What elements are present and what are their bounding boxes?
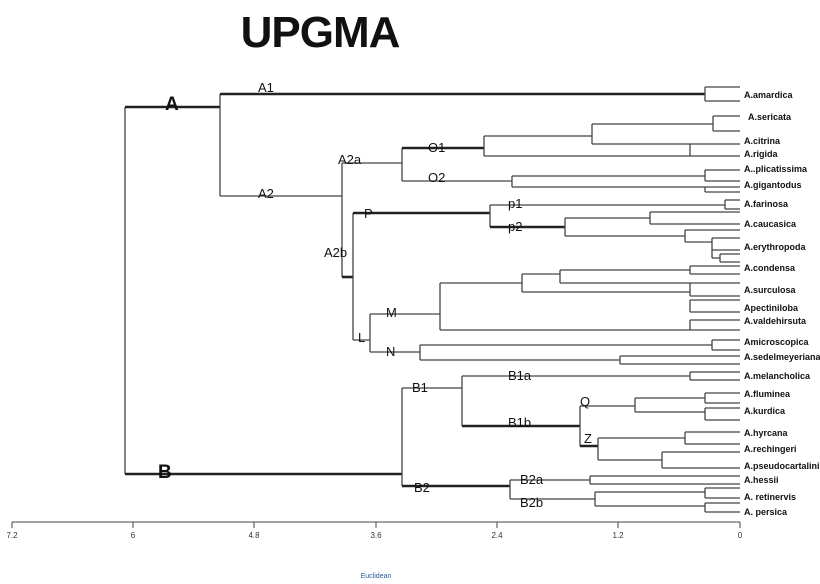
leaf-label: A.citrina <box>744 136 781 146</box>
axis-tick-label: 1.2 <box>612 531 624 540</box>
clade-label-m: M <box>386 305 397 320</box>
clade-labels: A A1 A2 A2a O1 O2 A2b P p1 p2 L M N B B1… <box>158 80 592 510</box>
clade-label-a2: A2 <box>258 186 274 201</box>
clade-label-b2: B2 <box>414 480 430 495</box>
clade-label-l: L <box>358 330 365 345</box>
leaf-label: Apectiniloba <box>744 303 799 313</box>
clade-label-o1: O1 <box>428 140 445 155</box>
axis-title: Euclidean <box>361 573 392 580</box>
clade-label-a2b: A2b <box>324 245 347 260</box>
clade-label-p1: p1 <box>508 196 522 211</box>
clade-label-o2: O2 <box>428 170 445 185</box>
axis-tick-label: 4.8 <box>248 531 260 540</box>
axis-tick-label: 2.4 <box>491 531 503 540</box>
leaf-label: A. retinervis <box>744 492 796 502</box>
clade-label-b2b: B2b <box>520 495 543 510</box>
clade-label-b2a: B2a <box>520 472 544 487</box>
clade-label-n: N <box>386 344 395 359</box>
leaf-label: A.kurdica <box>744 406 786 416</box>
leaf-label: A.sedelmeyeriana <box>744 352 820 362</box>
leaf-label: A.rechingeri <box>744 444 797 454</box>
dendrogram-branches <box>124 86 740 513</box>
clade-label-z: Z <box>584 431 592 446</box>
leaf-label: A.caucasica <box>744 219 797 229</box>
clade-label-b1b: B1b <box>508 415 531 430</box>
leaf-label: A.surculosa <box>744 285 797 295</box>
leaf-label: A..plicatissima <box>744 164 808 174</box>
leaf-label: A.amardica <box>744 90 794 100</box>
clade-label-q: Q <box>580 394 590 409</box>
leaf-label: A.gigantodus <box>744 180 802 190</box>
leaf-label: Amicroscopica <box>744 337 810 347</box>
clade-label-b: B <box>158 462 172 483</box>
distance-axis: 7.2 6 4.8 3.6 2.4 1.2 0 Euclidean <box>6 521 743 580</box>
leaf-label: A.fluminea <box>744 389 791 399</box>
leaf-label: A. persica <box>744 507 788 517</box>
leaf-label: A.sericata <box>748 112 792 122</box>
axis-tick-label: 0 <box>738 531 743 540</box>
axis-tick-label: 7.2 <box>6 531 18 540</box>
leaf-label: A.melancholica <box>744 371 811 381</box>
clade-label-a2a: A2a <box>338 152 362 167</box>
leaf-label: A.erythropoda <box>744 242 807 252</box>
clade-label-b1a: B1a <box>508 368 532 383</box>
axis-tick-label: 3.6 <box>370 531 382 540</box>
leaf-label: A.rigida <box>744 149 778 159</box>
axis-tick-label: 6 <box>131 531 136 540</box>
clade-label-p2: p2 <box>508 219 522 234</box>
leaf-label: A.farinosa <box>744 199 789 209</box>
clade-label-a: A <box>165 94 179 115</box>
clade-label-b1: B1 <box>412 380 428 395</box>
leaf-label: A.pseudocartalini <box>744 461 820 471</box>
leaf-label: A.condensa <box>744 263 796 273</box>
chart-title: UPGMA <box>240 8 401 57</box>
leaf-labels: A.amardica A.sericata A.citrina A.rigida… <box>744 90 820 517</box>
leaf-label: A.valdehirsuta <box>744 316 807 326</box>
clade-label-p: P <box>364 206 373 221</box>
leaf-label: A.hyrcana <box>744 428 789 438</box>
leaf-label: A.hessii <box>744 475 779 485</box>
clade-label-a1: A1 <box>258 80 274 95</box>
